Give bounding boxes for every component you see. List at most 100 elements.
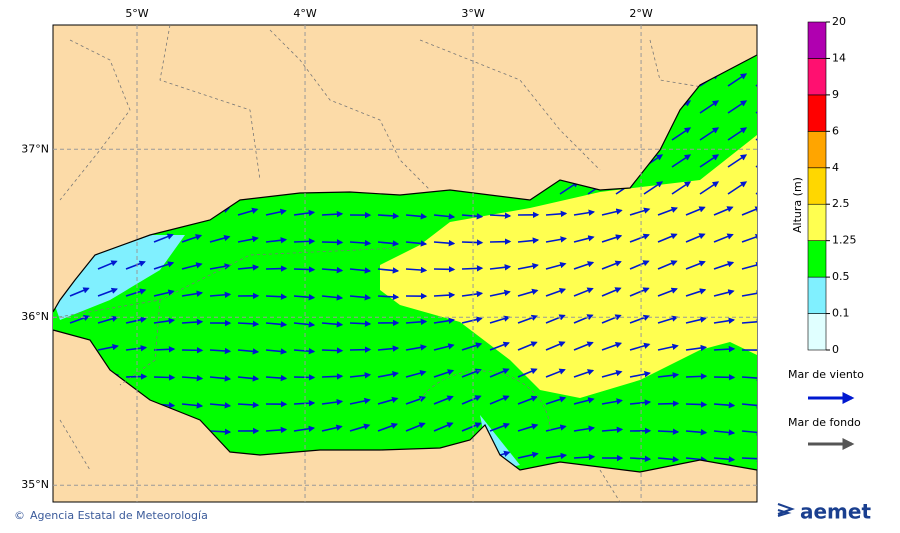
colorbar-label: 14 [832, 51, 846, 64]
arrow [755, 154, 757, 168]
arrow [573, 287, 594, 297]
arrow [405, 370, 427, 378]
arrow [209, 428, 232, 435]
arrow [433, 369, 455, 378]
arrow [573, 425, 596, 432]
arrow [377, 396, 399, 405]
arrow [69, 314, 91, 324]
arrow [741, 455, 757, 462]
arrow [657, 343, 679, 351]
arrow [237, 235, 259, 243]
arrow [377, 293, 400, 301]
arrow [755, 181, 757, 195]
arrow [713, 261, 735, 270]
arrow [433, 317, 456, 324]
arrow [727, 154, 748, 168]
arrow [545, 396, 567, 405]
arrow [517, 314, 538, 324]
arrow [237, 264, 260, 271]
arrow [545, 452, 568, 460]
arrow [685, 288, 707, 297]
arrow [727, 181, 748, 195]
arrow [237, 320, 260, 328]
arrow [657, 260, 678, 270]
arrow [461, 265, 484, 272]
arrow [713, 317, 736, 324]
arrow [727, 127, 748, 141]
arrow [517, 423, 539, 432]
arrow [601, 234, 623, 243]
arrow [741, 318, 757, 326]
arrow [377, 267, 400, 274]
arrow [671, 127, 692, 141]
arrow [97, 287, 118, 297]
colorbar-bin [807, 167, 827, 205]
arrow [685, 456, 708, 463]
arrow [433, 395, 454, 405]
arrow [461, 422, 482, 432]
arrow [671, 154, 692, 168]
colorbar-label: 20 [832, 15, 846, 28]
arrow [685, 233, 706, 243]
arrow [671, 181, 692, 195]
arrow [433, 291, 456, 299]
arrow [349, 372, 372, 379]
arrow [153, 289, 175, 297]
legend: Altura (m) Mar de viento Mar de fondo 0 0… [788, 15, 864, 450]
arrow [629, 370, 651, 378]
arrow [377, 212, 400, 220]
swell-label: Mar de fondo [788, 416, 861, 429]
arrow [685, 401, 708, 408]
arrow [209, 263, 231, 270]
arrow [405, 344, 427, 351]
arrow [685, 206, 706, 216]
logo-icon [777, 503, 795, 517]
arrow [713, 345, 736, 353]
arrow [489, 264, 512, 271]
arrow [601, 398, 623, 405]
arrow [181, 262, 203, 270]
arrow [461, 316, 483, 324]
arrow [125, 260, 146, 270]
arrow [377, 371, 399, 378]
sea-cyan [53, 235, 185, 320]
arrow [685, 344, 708, 352]
arrow [489, 212, 512, 219]
arrow [349, 320, 372, 327]
arrow [181, 374, 204, 382]
arrow [293, 209, 316, 217]
map [52, 24, 758, 503]
arrow [405, 266, 428, 274]
arrow [237, 401, 260, 409]
arrow [713, 233, 734, 243]
arrow [405, 318, 428, 326]
arrow [699, 100, 720, 114]
arrow [265, 374, 288, 382]
arrow [545, 210, 568, 218]
arrow [209, 375, 232, 382]
arrow [573, 235, 595, 243]
arrow [69, 287, 90, 297]
arrow [601, 208, 623, 216]
arrow [125, 316, 147, 324]
arrow [601, 369, 623, 378]
arrow [125, 288, 147, 297]
arrow [517, 341, 538, 351]
arrow [405, 240, 428, 247]
arrow [657, 428, 680, 435]
arrow [657, 287, 678, 297]
colorbar-bin [807, 131, 827, 169]
arrow [517, 288, 539, 297]
arrow [293, 294, 316, 301]
x-tick-label: 2°W [629, 7, 652, 20]
arrow [153, 346, 176, 353]
arrow [573, 261, 595, 270]
arrow [237, 375, 260, 382]
arrow [545, 236, 567, 243]
arrow [657, 400, 680, 407]
arrow [489, 368, 510, 378]
arrow [601, 341, 623, 351]
arrow [433, 343, 455, 351]
arrow [293, 425, 316, 432]
arrow [601, 426, 624, 433]
